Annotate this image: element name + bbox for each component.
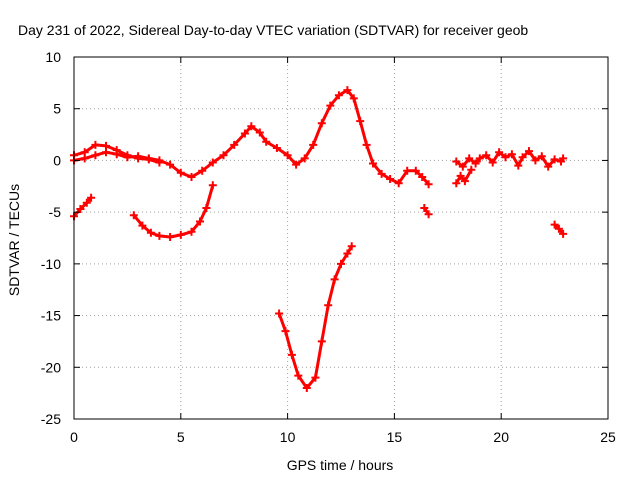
y-tick-label: -10 — [41, 256, 61, 272]
y-tick-label: 5 — [53, 101, 61, 117]
series-points-g — [452, 147, 568, 171]
x-tick-label: 15 — [387, 429, 403, 445]
x-tick-label: 5 — [177, 429, 185, 445]
series-line-a — [72, 88, 431, 186]
y-tick-label: -20 — [41, 359, 61, 375]
series-line-e — [277, 244, 354, 390]
x-tick-label: 0 — [70, 429, 78, 445]
series-points-f — [420, 204, 433, 219]
x-tick-label: 20 — [493, 429, 509, 445]
series-line-h — [454, 168, 473, 185]
chart-title: Day 231 of 2022, Sidereal Day-to-day VTE… — [18, 22, 528, 38]
grid-layer — [74, 57, 608, 419]
plot-frame — [73, 56, 609, 420]
y-tick-label: -15 — [41, 308, 61, 324]
series-line-d — [132, 183, 215, 239]
series-points-i — [550, 220, 568, 238]
tick-layer: 0 5 10 15 20 25 -25 -20 -15 -10 -5 0 5 10 — [41, 49, 616, 445]
y-tick-label: -5 — [49, 204, 62, 220]
y-tick-label: 0 — [53, 152, 61, 168]
x-tick-label: 25 — [600, 429, 616, 445]
y-tick-label: -25 — [41, 411, 61, 427]
series-points-c — [70, 140, 164, 167]
y-axis-label: SDTVAR / TECUs — [6, 184, 22, 296]
series-points-e — [275, 242, 356, 392]
x-axis-label: GPS time / hours — [287, 457, 394, 473]
series-points-a — [70, 86, 433, 189]
series-points-h — [452, 165, 476, 188]
series-layer — [70, 86, 568, 392]
x-tick-label: 10 — [280, 429, 296, 445]
series-line-b — [72, 196, 93, 218]
y-tick-label: 10 — [45, 49, 61, 65]
series-points-d — [129, 181, 217, 241]
